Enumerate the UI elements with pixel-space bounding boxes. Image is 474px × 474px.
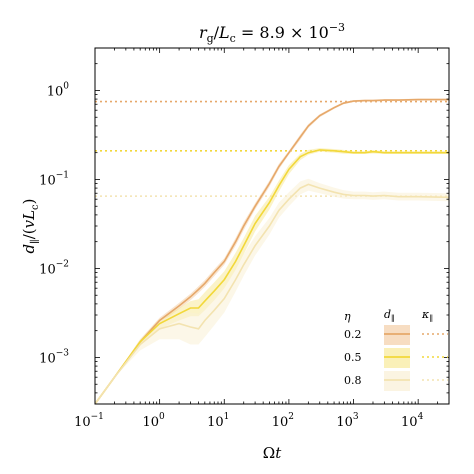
y-axis-label: d∥/(vLc) [20,198,41,253]
y-tick-label: 10−1 [39,170,69,188]
chart-title: rg/Lc = 8.9 × 10−3 [199,21,345,45]
y-tick-label: 100 [47,81,70,99]
legend-band-swatch [384,325,410,345]
y-tick-label: 10−3 [39,348,69,366]
y-tick-label: 10−2 [39,259,69,277]
x-tick-label: 103 [336,412,359,430]
legend-eta-label: 0.5 [344,351,362,364]
legend-header-d: d∥ [384,308,395,323]
legend-eta-label: 0.8 [344,374,362,387]
x-axis-label: Ωt [263,444,282,462]
x-axis-ticks: 10−1 100 101 102 103 104 [74,48,450,430]
x-tick-label: 100 [142,412,165,430]
band-eta-0.8 [95,178,449,404]
legend-band-swatch [384,371,410,391]
line-eta-0.2 [95,98,449,404]
legend-band-swatch [384,348,410,368]
line-eta-0.8 [95,183,449,404]
legend-eta-label: 0.2 [344,328,362,341]
x-tick-label: 102 [272,412,294,430]
x-tick-label: 104 [401,412,424,430]
y-axis-ticks: 10−3 10−2 10−1 100 [39,47,449,405]
series-lines [95,98,449,404]
legend: η d∥ κ∥ 0.2 0.5 0.8 [344,308,448,391]
x-tick-label: 101 [207,412,229,430]
legend-row-0.5: 0.5 [344,348,448,368]
line-eta-0.5 [95,149,449,404]
x-tick-label: 10−1 [74,412,104,430]
legend-row-0.8: 0.8 [344,371,448,391]
legend-header-eta: η [344,310,351,323]
legend-row-0.2: 0.2 [344,325,448,345]
legend-header-kappa: κ∥ [421,308,433,323]
